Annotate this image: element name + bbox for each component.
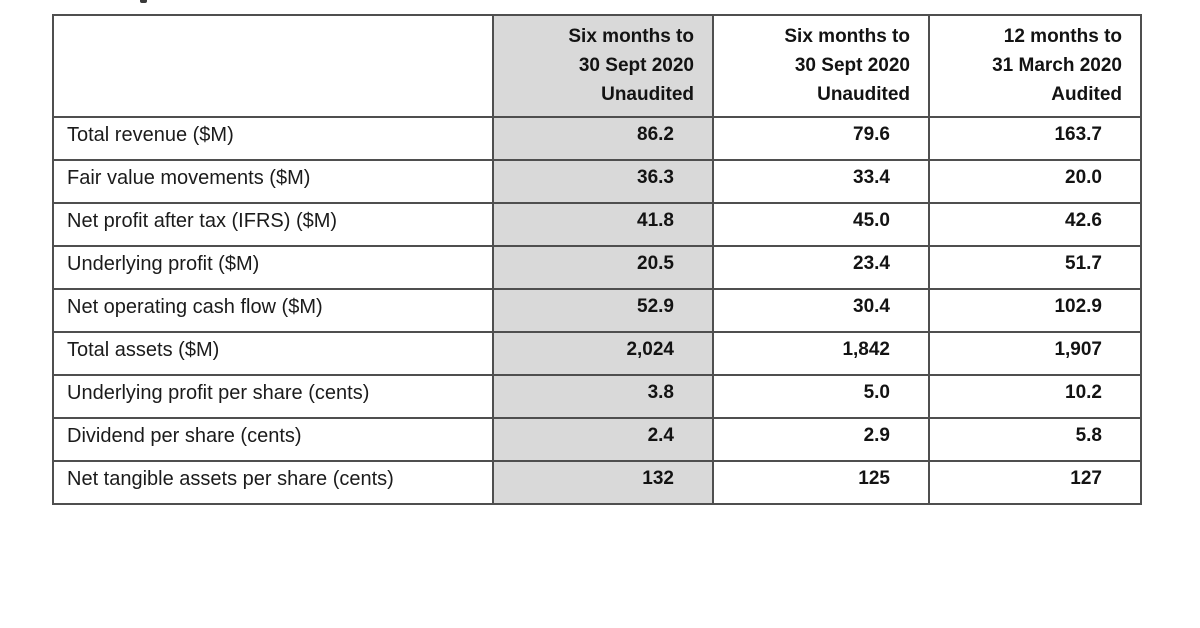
value-cell: 20.0: [928, 159, 1142, 204]
row-label: Total revenue ($M): [52, 116, 494, 161]
value-cell: 3.8: [492, 374, 714, 419]
row-label: Net tangible assets per share (cents): [52, 460, 494, 505]
value-cell: 163.7: [928, 116, 1142, 161]
value-cell: 1,842: [712, 331, 930, 376]
value-cell: 33.4: [712, 159, 930, 204]
header-line: 30 Sept 2020: [794, 54, 910, 76]
header-line: Six months to: [568, 25, 694, 47]
row-label: Underlying profit per share (cents): [52, 374, 494, 419]
value-cell: 79.6: [712, 116, 930, 161]
value-cell: 2.9: [712, 417, 930, 462]
header-line: 31 March 2020: [992, 54, 1122, 76]
value-cell: 2,024: [492, 331, 714, 376]
row-label: Net operating cash flow ($M): [52, 288, 494, 333]
value-cell: 5.8: [928, 417, 1142, 462]
value-cell: 86.2: [492, 116, 714, 161]
value-cell: 1,907: [928, 331, 1142, 376]
table-row: Fair value movements ($M) 36.3 33.4 20.0: [52, 159, 1142, 204]
value-cell: 2.4: [492, 417, 714, 462]
table-row: Underlying profit ($M) 20.5 23.4 51.7: [52, 245, 1142, 290]
row-label: Net profit after tax (IFRS) ($M): [52, 202, 494, 247]
value-cell: 51.7: [928, 245, 1142, 290]
value-cell: 41.8: [492, 202, 714, 247]
header-line: 12 months to: [1003, 25, 1122, 47]
table-row: Total assets ($M) 2,024 1,842 1,907: [52, 331, 1142, 376]
value-cell: 52.9: [492, 288, 714, 333]
financial-summary-table: Six months to 30 Sept 2020 Unaudited Six…: [52, 14, 1142, 505]
value-cell: 102.9: [928, 288, 1142, 333]
header-row: Six months to 30 Sept 2020 Unaudited Six…: [52, 14, 1142, 118]
value-cell: 36.3: [492, 159, 714, 204]
column-header-period-3: 12 months to 31 March 2020 Audited: [928, 14, 1142, 118]
value-cell: 45.0: [712, 202, 930, 247]
table-row: Total revenue ($M) 86.2 79.6 163.7: [52, 116, 1142, 161]
header-line: 30 Sept 2020: [578, 54, 694, 76]
value-cell: 125: [712, 460, 930, 505]
value-cell: 23.4: [712, 245, 930, 290]
table-row: Net profit after tax (IFRS) ($M) 41.8 45…: [52, 202, 1142, 247]
row-label: Total assets ($M): [52, 331, 494, 376]
value-cell: 10.2: [928, 374, 1142, 419]
table-row: Net tangible assets per share (cents) 13…: [52, 460, 1142, 505]
column-header-period-2: Six months to 30 Sept 2020 Unaudited: [712, 14, 930, 118]
value-cell: 20.5: [492, 245, 714, 290]
table-row: Underlying profit per share (cents) 3.8 …: [52, 374, 1142, 419]
table-row: Dividend per share (cents) 2.4 2.9 5.8: [52, 417, 1142, 462]
column-header-period-1: Six months to 30 Sept 2020 Unaudited: [492, 14, 714, 118]
row-label: Dividend per share (cents): [52, 417, 494, 462]
value-cell: 42.6: [928, 202, 1142, 247]
header-line: Audited: [1051, 83, 1122, 105]
header-line: Unaudited: [601, 83, 694, 105]
cropped-text-remnant: [140, 0, 147, 3]
header-line: Six months to: [784, 25, 910, 47]
value-cell: 132: [492, 460, 714, 505]
value-cell: 127: [928, 460, 1142, 505]
row-label: Underlying profit ($M): [52, 245, 494, 290]
value-cell: 5.0: [712, 374, 930, 419]
header-empty-cell: [52, 14, 494, 118]
value-cell: 30.4: [712, 288, 930, 333]
row-label: Fair value movements ($M): [52, 159, 494, 204]
table-row: Net operating cash flow ($M) 52.9 30.4 1…: [52, 288, 1142, 333]
header-line: Unaudited: [817, 83, 910, 105]
